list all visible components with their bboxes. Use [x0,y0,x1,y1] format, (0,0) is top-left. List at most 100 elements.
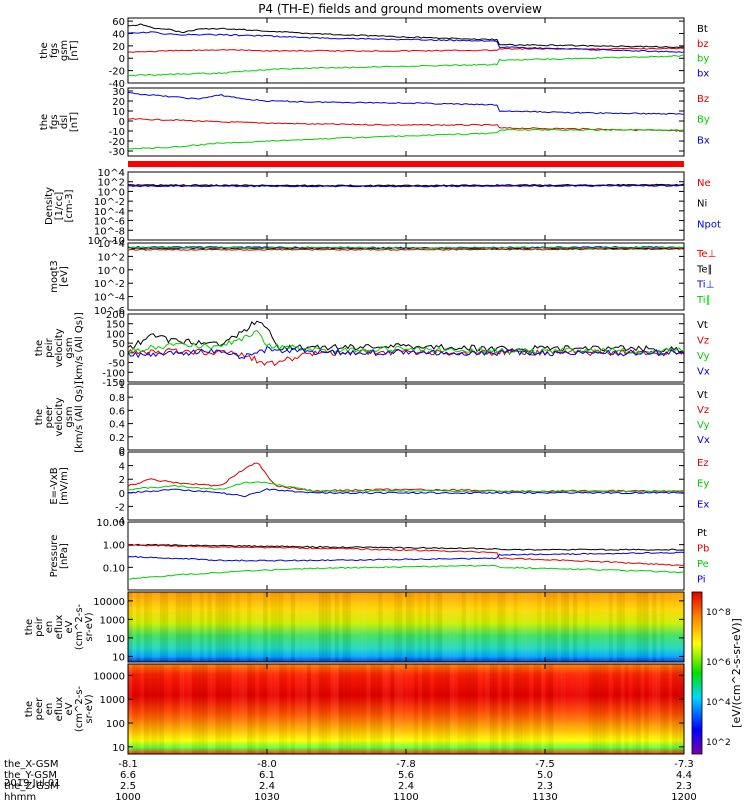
panel-peir_spec: 10 100 1000 10000 the peir en eflux eV (cm^2-s-sr… [24,591,685,663]
spectrogram-stripe [203,664,208,754]
spectrogram-stripe [525,592,530,662]
ephemeris-value: 1100 [393,792,418,800]
y-axis-label: [km/s (All Qs)] [74,381,85,453]
spectrogram-stripe [382,592,387,662]
y-tick-label: 100 [106,634,125,645]
ephemeris-value: 2.4 [259,781,275,792]
spectrogram-stripe [227,592,231,662]
spectrogram-stripe [128,592,133,662]
spectrogram-stripe [239,592,243,662]
spectrogram-stripe [294,592,300,662]
spectrogram-stripe [140,664,144,754]
y-tick-label: 0 [119,54,125,65]
ephemeris-row-label: hhmm [4,792,36,800]
y-tick-label: 200 [106,310,125,321]
y-axis-label: [eV] [59,266,70,287]
y-axis-label: [nPa] [59,543,70,569]
y-tick-label: 10^-4 [94,207,125,218]
spectrogram-stripe [358,592,363,662]
y-tick-label: 10^-2 [94,279,125,290]
legend-entry: Vy [697,351,710,362]
spectrogram-stripe [644,592,649,662]
spectrogram-stripe [449,592,455,662]
ephemeris-value: 2.4 [398,781,414,792]
legend-entry: Ex [697,499,709,510]
spectrogram-stripe [191,664,197,754]
spectrogram-stripe [406,592,411,662]
y-tick-label: 0 [119,117,125,128]
y-axis-label: peer [34,697,45,721]
spectrogram-stripe [410,664,414,754]
y-axis-label: eflux [54,615,65,640]
legend-entry: Pi [697,575,706,586]
spectrogram-stripe [521,592,526,662]
series-line-temperature-0 [127,247,685,251]
y-axis-label: the [24,619,35,635]
spectrogram-stripe [398,592,403,662]
spectrogram-stripe [485,592,489,662]
y-axis-label: fgs [49,43,60,58]
ephemeris-row-label: the_X-GSM [4,759,58,770]
spectrogram-stripe [593,592,597,662]
y-axis-label: eV [64,620,75,633]
y-axis-label: gsm [59,40,70,61]
spectrogram-stripe [219,664,224,754]
spectrogram-stripe [501,592,506,662]
y-tick-label: 4 [119,462,125,473]
y-axis-label: the [34,340,45,356]
series-line-pressure-3 [127,551,685,562]
ephemeris-value: 1130 [532,792,557,800]
spectrogram-stripe [548,664,554,754]
spectrogram-stripe [541,664,546,754]
spectrogram-stripe [382,664,387,754]
y-axis-label: velocity [54,328,65,367]
legend-entry: Vx [697,435,710,446]
spectrogram-stripe [604,592,610,662]
spectrogram-stripe [597,592,601,662]
spectrogram-stripe [187,664,193,754]
y-tick-label: 10^2 [98,178,125,189]
spectrogram-stripe [310,664,316,754]
y-tick-label: 50 [112,339,125,350]
spectrogram-stripe [580,664,586,754]
spectrogram-stripe [314,592,320,662]
ephemeris-value: 1030 [254,792,279,800]
spectrogram-stripe [327,664,331,754]
spectrogram-stripe [656,592,661,662]
series-line-peir_velocity-2 [127,330,684,355]
spectrogram-stripe [259,592,264,662]
legend-entry: Bt [697,24,708,35]
y-axis-label: the [39,114,50,130]
spectrogram-stripe [648,592,653,662]
y-axis-label: peer [44,405,55,429]
y-tick-label: -40 [109,79,125,90]
spectrogram-stripe [370,664,375,754]
y-tick-label: -150 [102,378,125,389]
spectrogram-stripe [318,592,324,662]
spectrogram-stripe [413,664,419,754]
y-axis-label: (cm^2-s- [74,685,85,732]
spectrogram-stripe [215,664,220,754]
spectrogram-stripe [298,592,304,662]
spectrogram-stripe [445,592,451,662]
spectrogram-stripe [143,664,149,754]
spectrogram-stripe [179,592,185,662]
spectrogram-stripe [592,664,598,754]
y-tick-label: 40 [112,29,125,40]
y-tick-label: -2 [115,502,125,513]
spectrogram-stripe [223,664,228,754]
spectrogram-stripe [680,664,685,754]
spectrogram-stripe [529,592,534,662]
spectrogram-stripe [330,664,336,754]
spectrogram-stripe [176,664,180,754]
spectrogram-stripe [465,664,471,754]
ephemeris-value: 2.3 [537,781,553,792]
spectrogram-stripe [425,592,431,662]
spectrogram-stripe [290,592,296,662]
spectrogram-stripe [274,664,280,754]
spectrogram-stripe [517,664,522,754]
y-axis-label: [1/cc] [54,192,65,221]
legend-entry: Ni [697,199,707,210]
panel-frame [127,87,685,157]
spectrogram-stripe [624,592,629,662]
